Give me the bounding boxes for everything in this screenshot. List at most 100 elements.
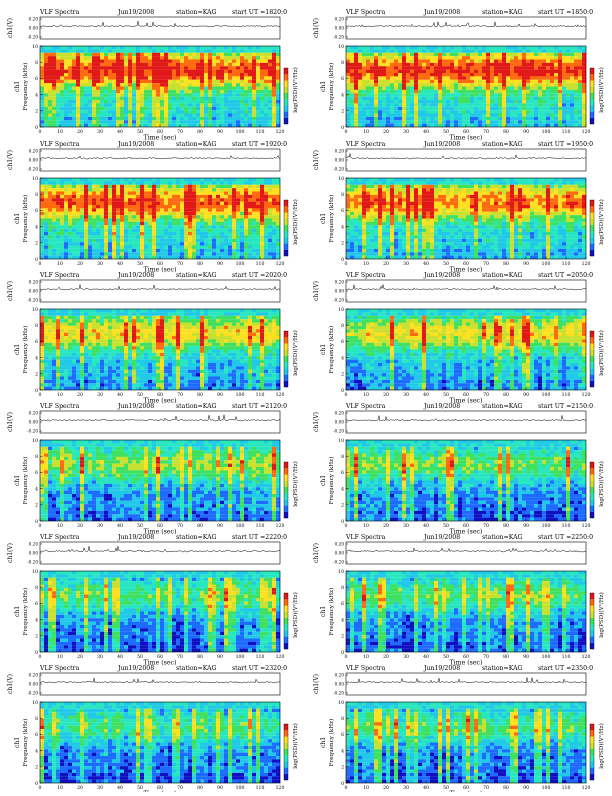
spectrogram-cell [104,202,108,205]
spectrogram-cell [390,107,394,110]
spectrogram-cell [80,192,84,195]
spectrogram-cell [346,225,350,228]
spectrogram-cell [192,83,196,86]
spectrogram-cell [418,178,422,181]
spectrogram-cell [140,178,144,181]
spectrogram-cell [236,73,240,76]
spectrogram-cell [466,49,470,52]
spectrogram-cell [104,242,108,245]
spectrogram-cell [76,205,80,208]
spectrogram-cell [48,181,52,184]
spectrogram-cell [112,229,116,232]
spectrogram-cell [44,87,48,90]
spectrogram-cell [168,90,172,93]
spectrogram-cell [200,100,204,103]
spectrogram-cell [354,252,358,255]
spectrogram-cell [72,195,76,198]
spectrogram-cell [386,225,390,228]
spectrogram-cell [566,83,570,86]
spectrogram-cell [562,100,566,103]
spectrogram-cell [240,252,244,255]
spectrogram-cell [462,70,466,73]
spectrogram-cell [52,100,56,103]
spectrogram-cell [386,235,390,238]
spectrogram-cell [240,63,244,66]
spectrogram-cell [474,97,478,100]
spectrogram-cell [434,80,438,83]
spectrogram-cell [390,73,394,76]
spectrogram-cell [474,46,478,49]
spectrogram-cell [350,249,354,252]
spectrogram-cell [382,235,386,238]
spectrogram-xtick-label: 110 [256,129,265,135]
spectrogram-cell [386,60,390,63]
spectrogram-cell [160,229,164,232]
spectrogram-cell [422,90,426,93]
spectrogram-cell [458,103,462,106]
spectrogram-cell [474,63,478,66]
spectrogram-cell [160,232,164,235]
spectrogram-cell [410,107,414,110]
spectrogram-cell [136,70,140,73]
spectrogram-cell [60,63,64,66]
spectrogram-cell [216,185,220,188]
spectrogram-cell [446,114,450,117]
spectrogram-cell [542,83,546,86]
spectrogram-cell [156,235,160,238]
spectrogram-cell [72,178,76,181]
spectrogram-cell [362,229,366,232]
spectrogram-cell [148,198,152,201]
spectrogram-cell [128,60,132,63]
spectrogram-cell [510,103,514,106]
spectrogram-cell [498,120,502,123]
spectrogram-cell [236,256,240,259]
spectrogram-cell [370,60,374,63]
spectrogram-cell [374,110,378,113]
spectrogram-cell [224,212,228,215]
spectrogram-cell [144,117,148,120]
spectrogram-cell [256,76,260,79]
spectrogram-cell [502,107,506,110]
spectrogram-cell [60,181,64,184]
spectrogram-cell [366,93,370,96]
spectrogram-cell [148,192,152,195]
spectrogram-cell [378,80,382,83]
spectrogram-cell [546,63,550,66]
spectrogram-cell [124,229,128,232]
spectrogram-cell [104,198,108,201]
spectrogram-cell [366,225,370,228]
spectrogram-cell [260,235,264,238]
spectrogram-cell [196,232,200,235]
spectrogram-cell [196,249,200,252]
spectrogram-cell [462,100,466,103]
spectrogram-cell [184,178,188,181]
spectrogram-cell [232,87,236,90]
spectrogram-cell [100,97,104,100]
spectrogram-cell [128,212,132,215]
spectrogram-cell [60,114,64,117]
spectrogram-cell [144,63,148,66]
spectrogram-cell [232,107,236,110]
spectrogram-cell [216,249,220,252]
spectrogram-cell [514,56,518,59]
spectrogram-cell [200,103,204,106]
spectrogram-cell [394,235,398,238]
spectrogram-cell [276,202,280,205]
spectrogram-cell [64,246,68,249]
spectrogram-cell [350,63,354,66]
spectrogram-cell [410,235,414,238]
spectrogram-cell [386,205,390,208]
spectrogram-cell [362,56,366,59]
spectrogram-cell [116,178,120,181]
spectrogram-cell [60,246,64,249]
spectrogram-cell [160,124,164,127]
spectrogram-cell [430,66,434,69]
spectrogram-cell [406,252,410,255]
spectrogram-cell [212,232,216,235]
spectrogram-cell [236,198,240,201]
spectrogram-cell [378,93,382,96]
spectrogram-cell [132,97,136,100]
spectrogram-cell [132,100,136,103]
spectrogram-cell [152,225,156,228]
spectrogram-cell [450,90,454,93]
